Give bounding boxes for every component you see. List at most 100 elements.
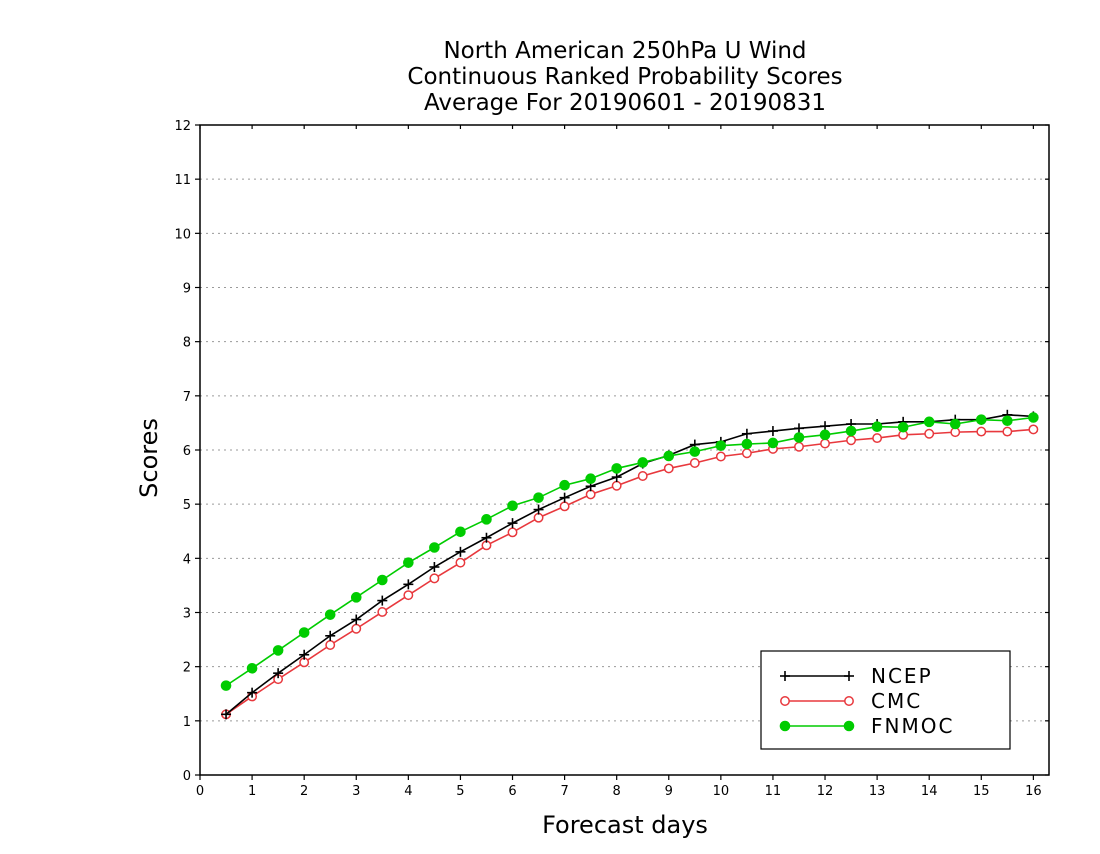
series-ncep-point-13 bbox=[559, 492, 570, 503]
series-fnmoc-point-2 bbox=[272, 645, 284, 656]
series-cmc-point-25 bbox=[872, 433, 883, 444]
series-fnmoc-point-8 bbox=[429, 542, 440, 553]
x-tick-label-16: 16 bbox=[1025, 784, 1042, 799]
series-fnmoc-point-11 bbox=[507, 500, 518, 512]
data-series bbox=[220, 409, 1039, 720]
y-tick-label-11: 11 bbox=[174, 173, 191, 188]
series-cmc-point-19 bbox=[715, 451, 726, 462]
x-tick-label-2: 2 bbox=[300, 784, 308, 799]
y-tick-label-10: 10 bbox=[174, 227, 191, 242]
series-fnmoc-point-18 bbox=[689, 446, 701, 457]
x-tick-label-10: 10 bbox=[713, 784, 730, 799]
series-ncep-point-23 bbox=[820, 421, 831, 432]
x-tick-label-4: 4 bbox=[404, 784, 412, 799]
y-tick-label-2: 2 bbox=[183, 661, 191, 676]
series-ncep-point-20 bbox=[741, 428, 752, 439]
series-fnmoc-point-30 bbox=[1002, 415, 1013, 427]
y-tick-label-1: 1 bbox=[183, 715, 191, 730]
chart-title-line-2: Continuous Ranked Probability Scores bbox=[407, 64, 842, 90]
legend-marker-left-ncep bbox=[780, 671, 790, 681]
series-cmc-point-30 bbox=[1002, 426, 1013, 437]
y-tick-label-9: 9 bbox=[183, 282, 191, 297]
x-tick-label-9: 9 bbox=[665, 784, 673, 799]
series-cmc-point-24 bbox=[846, 435, 857, 446]
series-fnmoc-point-0 bbox=[220, 680, 232, 691]
series-cmc-point-18 bbox=[689, 458, 700, 468]
series-cmc-point-14 bbox=[585, 489, 596, 500]
x-tick-label-3: 3 bbox=[352, 784, 360, 799]
x-tick-label-8: 8 bbox=[613, 784, 621, 799]
y-tick-label-5: 5 bbox=[183, 498, 191, 513]
series-fnmoc-line bbox=[225, 416, 1034, 687]
series-ncep-point-15 bbox=[611, 472, 622, 483]
series-ncep-point-9 bbox=[455, 546, 466, 557]
legend-marker-right-fnmoc bbox=[843, 720, 855, 732]
x-axis-label: Forecast days bbox=[542, 811, 708, 839]
series-cmc-point-4 bbox=[325, 640, 336, 650]
series-fnmoc-point-31 bbox=[1028, 412, 1039, 423]
legend-item-cmc: CMC bbox=[780, 689, 922, 713]
series-cmc-point-7 bbox=[403, 590, 414, 601]
x-tick-label-0: 0 bbox=[196, 784, 204, 799]
y-tick-label-8: 8 bbox=[183, 336, 191, 351]
series-ncep-point-7 bbox=[403, 579, 414, 590]
x-tick-label-7: 7 bbox=[560, 784, 568, 799]
y-tick-label-0: 0 bbox=[183, 769, 191, 784]
series-ncep-point-10 bbox=[481, 532, 492, 543]
series-cmc-point-12 bbox=[533, 512, 544, 523]
series-ncep-point-5 bbox=[351, 614, 362, 625]
series-cmc-point-5 bbox=[351, 623, 362, 634]
legend-box bbox=[760, 650, 1011, 750]
legend-item-ncep: NCEP bbox=[780, 664, 933, 688]
legend-label-ncep: NCEP bbox=[871, 664, 933, 688]
x-tick-label-6: 6 bbox=[508, 784, 516, 799]
series-fnmoc-point-22 bbox=[793, 432, 805, 443]
series-fnmoc-point-12 bbox=[533, 492, 544, 503]
legend-marker-left-fnmoc bbox=[779, 720, 791, 732]
series-fnmoc-point-29 bbox=[975, 414, 987, 425]
series-fnmoc-point-7 bbox=[403, 557, 414, 568]
series-ncep-point-6 bbox=[377, 595, 388, 606]
series-cmc-point-20 bbox=[741, 448, 752, 459]
legend-marker-right-cmc bbox=[844, 696, 854, 706]
series-fnmoc-point-24 bbox=[845, 425, 857, 437]
x-tick-label-5: 5 bbox=[456, 784, 464, 799]
chart-title-line-3: Average For 20190601 - 20190831 bbox=[424, 90, 826, 116]
series-ncep-point-3 bbox=[299, 649, 310, 660]
x-tick-label-14: 14 bbox=[921, 784, 938, 799]
series-ncep-point-2 bbox=[273, 668, 284, 679]
series-fnmoc-point-17 bbox=[663, 450, 675, 462]
series-ncep-point-4 bbox=[325, 630, 336, 641]
x-tick-label-11: 11 bbox=[765, 784, 782, 799]
legend-item-fnmoc: FNMOC bbox=[779, 714, 954, 738]
series-fnmoc-point-23 bbox=[819, 429, 831, 441]
series-fnmoc-point-10 bbox=[481, 514, 492, 525]
series-ncep-point-22 bbox=[793, 423, 804, 434]
y-tick-label-4: 4 bbox=[183, 552, 191, 567]
x-tick-label-12: 12 bbox=[817, 784, 834, 799]
series-fnmoc-point-13 bbox=[559, 479, 570, 491]
x-tick-label-15: 15 bbox=[973, 784, 990, 799]
series-fnmoc bbox=[220, 412, 1039, 691]
series-fnmoc-point-6 bbox=[377, 574, 388, 586]
series-ncep-point-1 bbox=[247, 687, 258, 698]
series-fnmoc-point-19 bbox=[715, 440, 727, 451]
series-ncep-point-12 bbox=[533, 504, 544, 515]
x-tick-label-1: 1 bbox=[248, 784, 256, 799]
chart-title-line-1: North American 250hPa U Wind bbox=[443, 38, 806, 64]
series-cmc-point-8 bbox=[429, 573, 440, 584]
legend-label-cmc: CMC bbox=[871, 689, 922, 713]
series-fnmoc-point-9 bbox=[455, 526, 466, 538]
legend-label-fnmoc: FNMOC bbox=[871, 714, 954, 738]
series-cmc-point-6 bbox=[377, 607, 388, 617]
y-tick-label-12: 12 bbox=[174, 119, 191, 134]
series-ncep-point-8 bbox=[429, 562, 440, 572]
x-tick-label-13: 13 bbox=[869, 784, 886, 799]
series-fnmoc-point-21 bbox=[767, 437, 779, 449]
series-cmc-point-16 bbox=[637, 471, 648, 481]
chart-title: North American 250hPa U Wind Continuous … bbox=[407, 38, 842, 116]
